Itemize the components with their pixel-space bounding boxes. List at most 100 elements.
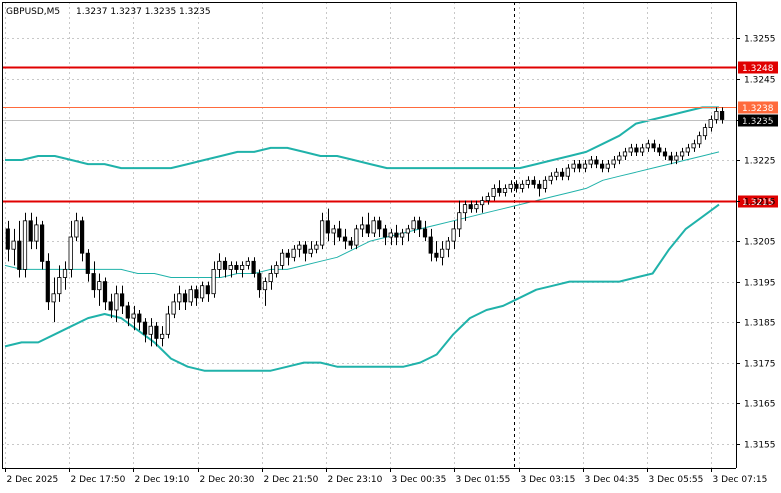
candle-bull [542, 179, 548, 189]
candle-bear [325, 220, 330, 234]
middle-band-line [4, 151, 720, 278]
candle-bull [617, 155, 622, 161]
y-tick-label: 1.3245 [744, 76, 776, 86]
x-tick-label: 3 Dec 05:55 [649, 475, 704, 485]
chart-symbol: GBPUSD,M5 [6, 7, 60, 17]
candle-bear [668, 155, 673, 161]
candle-bull [571, 163, 576, 169]
candle-bear [85, 252, 90, 274]
candle-bull [148, 325, 153, 335]
candlesticks [5, 107, 725, 347]
candle-bull [388, 232, 393, 238]
candle-bull [268, 273, 273, 283]
x-tick-label: 2 Dec 21:50 [264, 475, 319, 485]
candle-bear [257, 273, 262, 291]
candle-bear [154, 325, 159, 339]
y-tick-label: 1.3255 [744, 35, 776, 45]
candle-bull [228, 264, 233, 270]
candle-bear [137, 313, 142, 323]
candle-bull [51, 293, 56, 303]
candle-bear [382, 228, 388, 238]
level-price-label: 1.3248 [742, 64, 774, 74]
x-tick-label: 3 Dec 01:55 [456, 475, 511, 485]
x-tick-label: 2 Dec 17:50 [71, 475, 126, 485]
candle-bear [108, 301, 113, 311]
candle-bull [217, 260, 222, 270]
candle-bear [577, 163, 582, 169]
candle-bull [714, 111, 719, 120]
candle-bull [297, 244, 302, 250]
candle-bear [594, 159, 599, 165]
candle-bull [11, 240, 16, 250]
candle-bull [685, 147, 690, 153]
x-tick-label: 2 Dec 20:30 [200, 475, 255, 485]
candle-bull [354, 228, 359, 246]
candle-bull [359, 224, 365, 230]
y-tick-label: 1.3155 [744, 441, 776, 451]
candle-bull [57, 277, 62, 295]
candle-bull [62, 268, 68, 278]
candle-bull [451, 228, 456, 242]
candle-bear [80, 220, 85, 254]
candle-bull [491, 187, 496, 197]
candle-bear [600, 163, 605, 169]
candle-bull [548, 175, 553, 181]
y-tick-label: 1.3165 [744, 400, 776, 410]
candle-bull [159, 333, 165, 339]
candle-bull [525, 179, 530, 185]
candle-bull [674, 155, 679, 161]
candle-bull [697, 135, 702, 145]
candle-bear [394, 232, 399, 238]
candle-bull [479, 200, 485, 206]
candle-bull [502, 187, 508, 193]
candle-bear [205, 285, 210, 295]
candle-bull [308, 248, 313, 254]
candle-bear [222, 260, 228, 270]
candle-bull [245, 260, 250, 266]
candle-bear [634, 147, 639, 153]
chart-ohlc-values: 1.3237 1.3237 1.3235 1.3235 [76, 7, 211, 17]
x-tick-label: 3 Dec 07:15 [713, 475, 768, 485]
candle-bull [34, 224, 39, 242]
candle-bull [702, 127, 708, 137]
candle-bull [188, 289, 193, 303]
candle-bear [5, 228, 10, 250]
candle-bear [377, 220, 382, 230]
candle-bear [348, 240, 353, 246]
candle-bull [708, 119, 713, 129]
candle-bull [445, 240, 450, 250]
candle-bear [537, 183, 542, 189]
candle-bull [199, 285, 205, 299]
candle-bull [114, 293, 119, 311]
candle-bull [319, 220, 325, 246]
current-price-tag [738, 114, 778, 127]
candle-bull [691, 143, 696, 149]
candle-bear [434, 252, 439, 258]
y-tick-label: 1.3185 [744, 319, 776, 329]
candle-bull [405, 228, 410, 234]
candle-bear [102, 281, 108, 303]
level-price-tag [738, 101, 778, 114]
candle-bull [565, 167, 570, 177]
candle-bull [177, 293, 182, 303]
candle-bear [142, 321, 148, 335]
candle-bull [508, 183, 513, 189]
level-price-tag [738, 195, 778, 208]
candle-bull [605, 163, 610, 169]
candle-bull [371, 220, 376, 234]
candle-bear [285, 252, 290, 258]
candle-bull [97, 281, 102, 291]
level-price-label: 1.3215 [742, 198, 774, 208]
y-tick-label: 1.3235 [744, 117, 776, 127]
x-tick-label: 2 Dec 19:10 [135, 475, 190, 485]
candle-bull [582, 163, 588, 169]
candle-bull [680, 151, 685, 157]
candle-bull [588, 159, 593, 165]
candle-bull [262, 281, 268, 291]
candle-bull [68, 236, 73, 270]
candle-bear [428, 236, 433, 254]
x-tick-label: 3 Dec 04:35 [585, 475, 640, 485]
candle-bull [628, 147, 633, 153]
